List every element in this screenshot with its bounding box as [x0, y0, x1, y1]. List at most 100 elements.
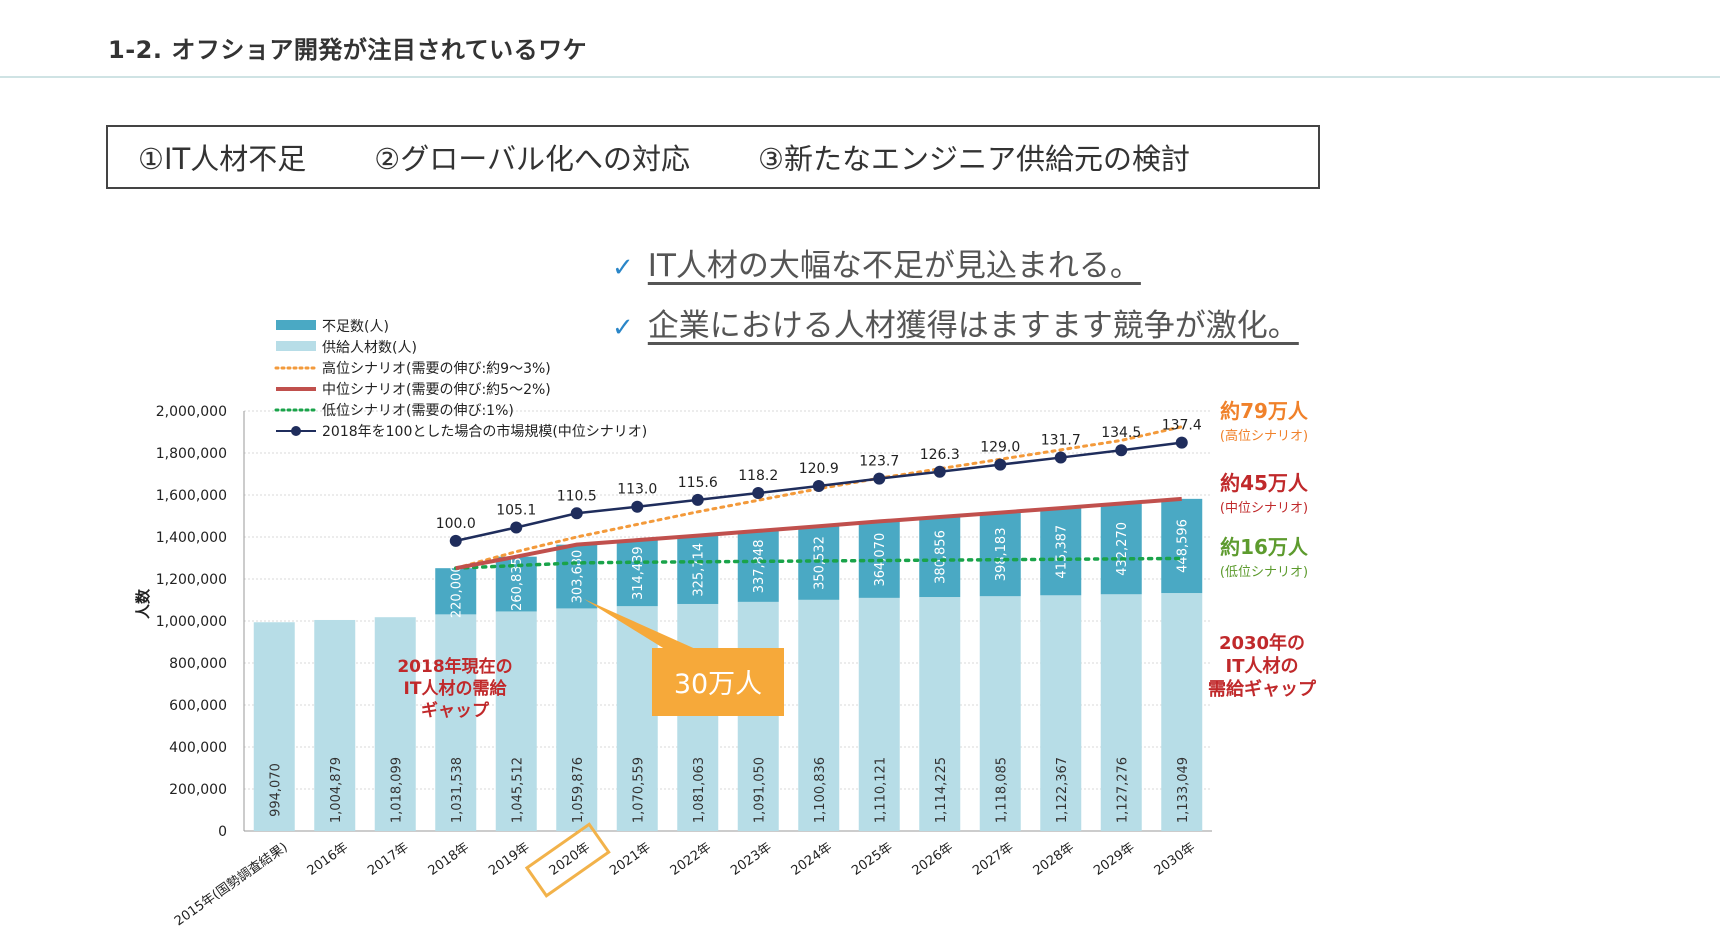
supply-bar [919, 597, 961, 831]
legend-label: 2018年を100とした場合の市場規模(中位シナリオ) [322, 423, 647, 440]
low-scenario-line [454, 556, 1184, 570]
y-axis-label: 人数 [134, 588, 152, 619]
annotation-high-label: (高位シナリオ) [1220, 428, 1308, 444]
legend-label: 不足数(人) [322, 319, 389, 335]
supply-bar [737, 601, 779, 831]
x-tick-label: 2028年 [1031, 840, 1077, 879]
mid-scenario-line [455, 496, 1182, 571]
legend-label: 低位シナリオ(需要の伸び:1%) [322, 403, 514, 419]
supply-bar-label: 1,091,050 [752, 757, 767, 823]
annotation-high-value: 約79万人 [1220, 399, 1309, 423]
supply-bar-label: 1,070,559 [631, 757, 646, 823]
market-size-label: 123.7 [859, 454, 899, 470]
supply-bar [616, 606, 658, 831]
supply-bar-label: 1,127,276 [1115, 757, 1130, 823]
gap-2018-label: IT人材の需給 [404, 678, 508, 699]
x-tick-label: 2017年 [365, 840, 411, 879]
shortage-bar-label: 380,856 [934, 530, 949, 584]
shortage-bar-label: 448,596 [1176, 519, 1191, 573]
market-size-point [510, 521, 523, 534]
market-size-point [691, 493, 704, 506]
market-size-label: 100.0 [436, 516, 476, 532]
y-tick-label: 1,000,000 [156, 614, 227, 630]
x-tick-label: 2026年 [910, 840, 956, 879]
x-tick-label: 2021年 [607, 840, 653, 879]
shortage-bar-label: 337,848 [752, 540, 767, 594]
callout-pointer [584, 599, 700, 651]
annotation-mid-value: 約45万人 [1220, 471, 1309, 495]
shortage-bar [677, 535, 719, 604]
gap-2018-label: ギャップ [421, 700, 490, 721]
shortage-bar [556, 544, 598, 609]
market-size-label: 110.5 [557, 488, 597, 504]
supply-bar-label: 1,118,085 [994, 757, 1009, 823]
y-tick-label: 0 [218, 824, 227, 840]
shortage-bar [1040, 508, 1082, 596]
market-size-point [570, 507, 583, 520]
highlight-box-2020 [524, 822, 611, 898]
market-size-point [449, 534, 462, 547]
market-size-label: 129.0 [980, 440, 1020, 456]
annotation-low-value: 約16万人 [1220, 535, 1309, 559]
y-tick-label: 400,000 [169, 740, 227, 756]
x-tick-label: 2027年 [970, 840, 1016, 879]
theme-item-globalization: ②グローバル化への対応 [374, 142, 690, 176]
x-tick-label: 2016年 [305, 840, 351, 879]
market-size-point [1054, 451, 1067, 464]
legend-swatch [276, 320, 316, 330]
market-size-point [812, 479, 825, 492]
market-size-label: 131.7 [1041, 433, 1081, 449]
x-tick-label: 2015年(国勢調査結果) [172, 840, 291, 927]
gap-2030-label: 需給ギャップ [1208, 678, 1317, 700]
supply-bar [979, 596, 1021, 831]
supply-bar-label: 1,031,538 [450, 757, 465, 823]
y-tick-label: 1,800,000 [156, 446, 227, 462]
x-tick-label: 2018年 [426, 840, 472, 879]
supply-bar-label: 1,045,512 [510, 757, 525, 823]
shortage-bar-label: 350,532 [813, 536, 828, 590]
bullet-text: 企業における人材獲得はますます競争が激化。 [647, 308, 1299, 344]
supply-bar [798, 599, 840, 831]
supply-bar [435, 614, 477, 831]
y-tick-label: 2,000,000 [156, 404, 227, 420]
x-tick-label: 2025年 [849, 840, 895, 879]
shortage-bar [1161, 498, 1203, 594]
shortage-bar [435, 568, 477, 615]
y-tick-label: 600,000 [169, 698, 227, 714]
shortage-bar-label: 314,439 [631, 546, 646, 600]
theme-box: ①IT人材不足 ②グローバル化への対応 ③新たなエンジニア供給元の検討 [106, 125, 1320, 189]
supply-bar [1161, 593, 1203, 831]
annotation-low-label: (低位シナリオ) [1220, 565, 1308, 580]
market-size-label: 115.6 [678, 475, 718, 491]
market-size-point [873, 472, 886, 485]
x-tick-label: 2023年 [728, 840, 774, 879]
shortage-bar-label: 415,387 [1055, 525, 1070, 579]
x-tick-label: 2030年 [1152, 840, 1198, 879]
supply-bar [556, 608, 598, 831]
supply-bar-label: 1,004,879 [329, 757, 344, 823]
supply-bar [495, 611, 537, 831]
market-size-label: 113.0 [617, 482, 657, 498]
supply-bar-label: 1,114,225 [934, 757, 949, 823]
market-size-label: 120.9 [799, 461, 839, 477]
supply-bar-label: 994,070 [268, 763, 283, 817]
shortage-bar [616, 540, 658, 607]
shortage-bar [979, 512, 1021, 597]
market-size-point [933, 465, 946, 478]
shortage-bar [1100, 503, 1142, 595]
shortage-bar [919, 517, 961, 598]
market-size-label: 126.3 [920, 447, 960, 463]
market-size-point [631, 500, 644, 513]
check-icon: ✓ [612, 313, 634, 343]
page-header: 1-2. オフショア開発が注目されているワケ [0, 0, 1720, 78]
y-tick-label: 800,000 [169, 656, 227, 672]
supply-bar-label: 1,081,063 [692, 757, 707, 823]
supply-bar-label: 1,110,121 [873, 757, 888, 823]
market-size-label: 134.5 [1101, 425, 1141, 441]
page-title: 1-2. オフショア開発が注目されているワケ [108, 36, 588, 64]
y-tick-label: 1,200,000 [156, 572, 227, 588]
supply-bar [374, 617, 416, 831]
shortage-bar [737, 530, 779, 602]
supply-bar-label: 1,122,367 [1055, 757, 1070, 823]
